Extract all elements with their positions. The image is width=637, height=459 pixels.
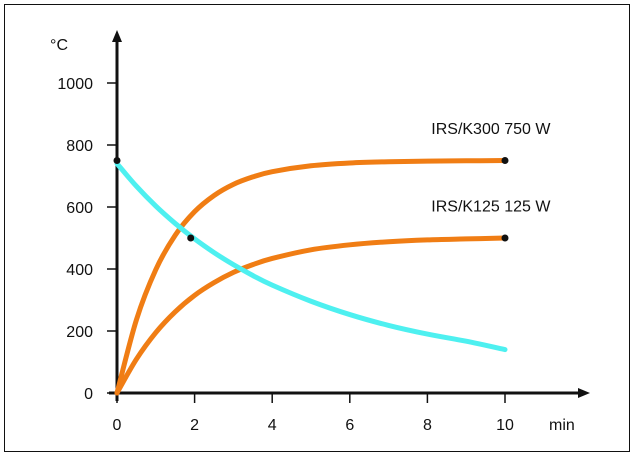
- y-tick-label: 800: [66, 138, 93, 155]
- x-tick-label: 4: [268, 417, 277, 434]
- data-marker: [113, 157, 121, 164]
- x-tick-label: 0: [113, 417, 122, 434]
- y-axis-label: °C: [50, 37, 68, 54]
- x-tick-label: 8: [423, 417, 432, 434]
- y-tick-label: 1000: [57, 76, 93, 93]
- series-annotation: IRS/K125 125 W: [431, 199, 551, 216]
- annotations: IRS/K300 750 W IRS/K125 125 W: [431, 121, 551, 216]
- chart-frame: [4, 4, 630, 452]
- series-annotation: IRS/K300 750 W: [431, 121, 551, 138]
- axes: [107, 30, 590, 403]
- x-axis-arrow: [578, 388, 590, 398]
- data-marker: [187, 234, 195, 242]
- tick-labels: 0 200 400 600 800 1000 0 2 4 6 8 10: [57, 76, 514, 434]
- x-tick-label: 2: [190, 417, 199, 434]
- data-marker: [501, 157, 509, 164]
- series-line-1: [114, 158, 508, 396]
- x-tick-label: 6: [345, 417, 354, 434]
- y-tick-label: 600: [66, 200, 93, 217]
- series-lines: [114, 158, 508, 396]
- series-line-2: [114, 235, 508, 396]
- y-tick-label: 400: [66, 262, 93, 279]
- y-axis-arrow: [112, 30, 122, 42]
- x-axis-label: min: [549, 417, 575, 434]
- y-tick-label: 200: [66, 324, 93, 341]
- series-line-3: [114, 161, 508, 353]
- x-tick-label: 10: [496, 417, 514, 434]
- data-markers: [113, 157, 509, 242]
- y-tick-label: 0: [84, 386, 93, 403]
- data-marker: [501, 234, 509, 242]
